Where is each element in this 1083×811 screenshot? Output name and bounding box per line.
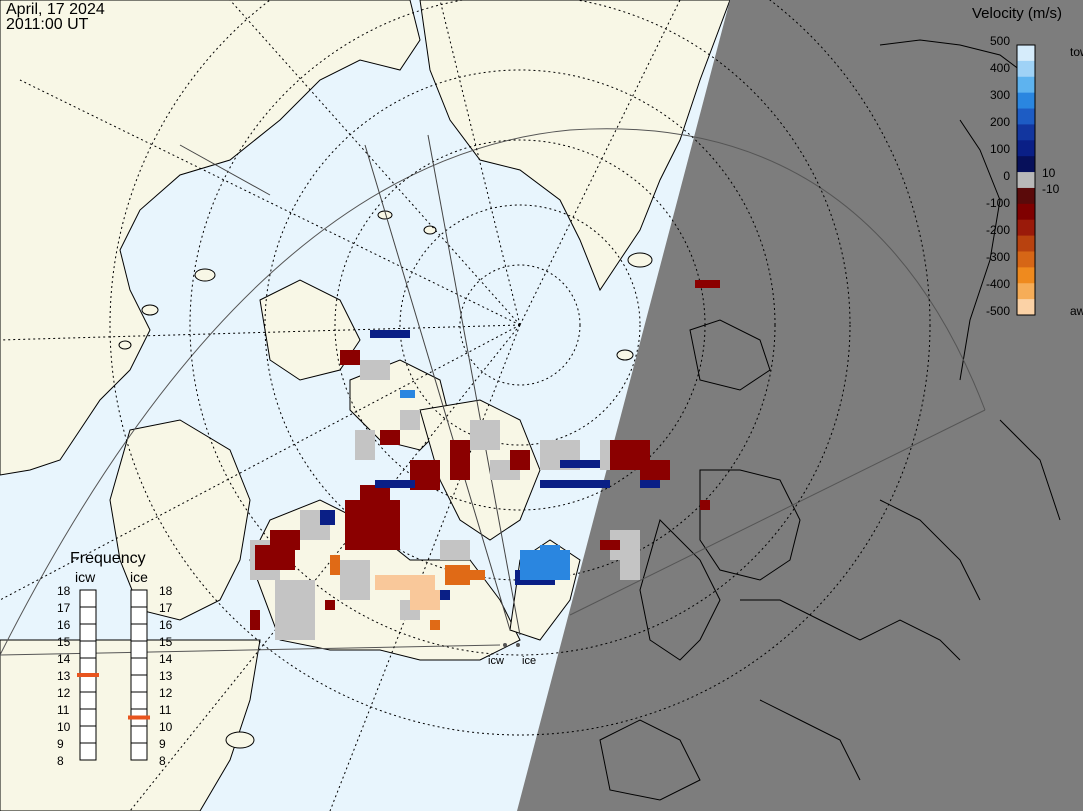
colorbar-segment	[1017, 172, 1035, 189]
radar-site-ice-marker	[516, 643, 520, 647]
frequency-tick-label: 18	[57, 584, 71, 598]
frequency-tick-label: 10	[159, 720, 173, 734]
frequency-title: Frequency	[70, 550, 146, 567]
lat-lon-grid	[0, 0, 931, 811]
canada-south-land	[0, 639, 261, 811]
colorbar-segment	[1017, 45, 1035, 62]
eurasia-land-north	[419, 0, 731, 292]
greenland-north-land	[419, 399, 541, 541]
frequency-tick-label: 12	[57, 686, 71, 700]
frequency-marker	[128, 715, 150, 720]
colorbar-segment	[1017, 140, 1035, 157]
radar-sites	[503, 643, 520, 647]
colorbar-away-label: away	[1070, 304, 1083, 318]
colorbar-segment	[1017, 156, 1035, 173]
frequency-tick-label: 15	[57, 635, 71, 649]
frequency-tick-label: 17	[159, 601, 173, 615]
strong-away-cells	[330, 555, 485, 630]
radar-echoes	[250, 280, 720, 640]
frequency-tick-label: 15	[159, 635, 173, 649]
colorbar-tick-label: -300	[985, 250, 1010, 264]
colorbar-segment	[1017, 203, 1035, 221]
colorbar-border	[1016, 44, 1036, 316]
frequency-panel	[77, 589, 150, 761]
colorbar-segment	[1017, 251, 1035, 268]
colorbar-tick-label: 400	[989, 61, 1010, 75]
colorbar-segment	[1017, 108, 1035, 125]
colorbar-tick-label: -200	[985, 223, 1010, 237]
night-region	[517, 0, 1083, 811]
colorbar-segment	[1017, 92, 1035, 110]
frequency-marker	[77, 673, 99, 677]
velocity-colorbar	[1016, 44, 1036, 316]
colorbar-segment	[1017, 299, 1035, 316]
colorbar-tick-label: 0	[1003, 169, 1010, 183]
colorbar-toward-label: toward	[1070, 45, 1083, 59]
colorbar-segment	[1017, 283, 1035, 300]
island-outlines	[118, 210, 653, 749]
strong-toward-cells	[400, 390, 570, 580]
frequency-tick-label: 16	[159, 618, 173, 632]
frequency-tick-label: 13	[159, 669, 173, 683]
frequency-tick-label: 10	[57, 720, 71, 734]
frequency-tick-label: 14	[57, 652, 71, 666]
frequency-tick-label: 9	[57, 737, 64, 751]
north-america-land	[0, 0, 421, 476]
colorbar-segment	[1017, 60, 1035, 78]
colorbar-neg-gap-label: -10	[1042, 182, 1060, 196]
frequency-tick-label: 11	[159, 703, 172, 717]
night-coastlines	[599, 39, 1061, 801]
colorbar-pos-gap-label: 10	[1042, 166, 1056, 180]
colorbar-title: Velocity (m/s)	[972, 5, 1063, 22]
colorbar-segment	[1017, 267, 1035, 284]
frequency-tick-label: 8	[57, 754, 64, 768]
colorbar-tick-label: -100	[985, 196, 1010, 210]
labrador-land	[109, 419, 251, 621]
frequency-tick-label: 9	[159, 737, 166, 751]
radar-label-ice: ice	[522, 655, 537, 667]
colorbar-tick-label: 500	[989, 34, 1010, 48]
colorbar-tick-label: -500	[985, 304, 1010, 318]
frequency-site-icw: icw	[75, 569, 96, 585]
colorbar-segment	[1017, 235, 1035, 252]
frequency-tick-label: 13	[57, 669, 71, 683]
radar-fov-lines	[179, 134, 521, 636]
frequency-tick-label: 8	[159, 754, 166, 768]
frequency-site-ice: ice	[130, 569, 148, 585]
colorbar-segment	[1017, 187, 1035, 205]
colorbar-tick-label: 200	[989, 115, 1010, 129]
colorbar-tick-label: 100	[989, 142, 1010, 156]
date-label: April, 17 2024	[6, 1, 105, 18]
colorbar-segment	[1017, 124, 1035, 141]
colorbar-segment	[1017, 76, 1035, 94]
pale-away-cells	[375, 575, 440, 610]
frequency-tick-label: 18	[159, 584, 173, 598]
colorbar-tick-label: -400	[985, 277, 1010, 291]
frequency-tick-label: 16	[57, 618, 71, 632]
colorbar-tick-label: 300	[989, 88, 1010, 102]
colorbar-segment	[1017, 219, 1035, 237]
frequency-tick-label: 17	[57, 601, 71, 615]
frequency-tick-label: 11	[57, 703, 70, 717]
frequency-tick-label: 14	[159, 652, 173, 666]
radar-label-icw: icw	[488, 655, 504, 667]
time-label: 2011:00 UT	[6, 16, 89, 33]
frequency-tick-label: 12	[159, 686, 173, 700]
radar-site-icw-marker	[503, 643, 507, 647]
